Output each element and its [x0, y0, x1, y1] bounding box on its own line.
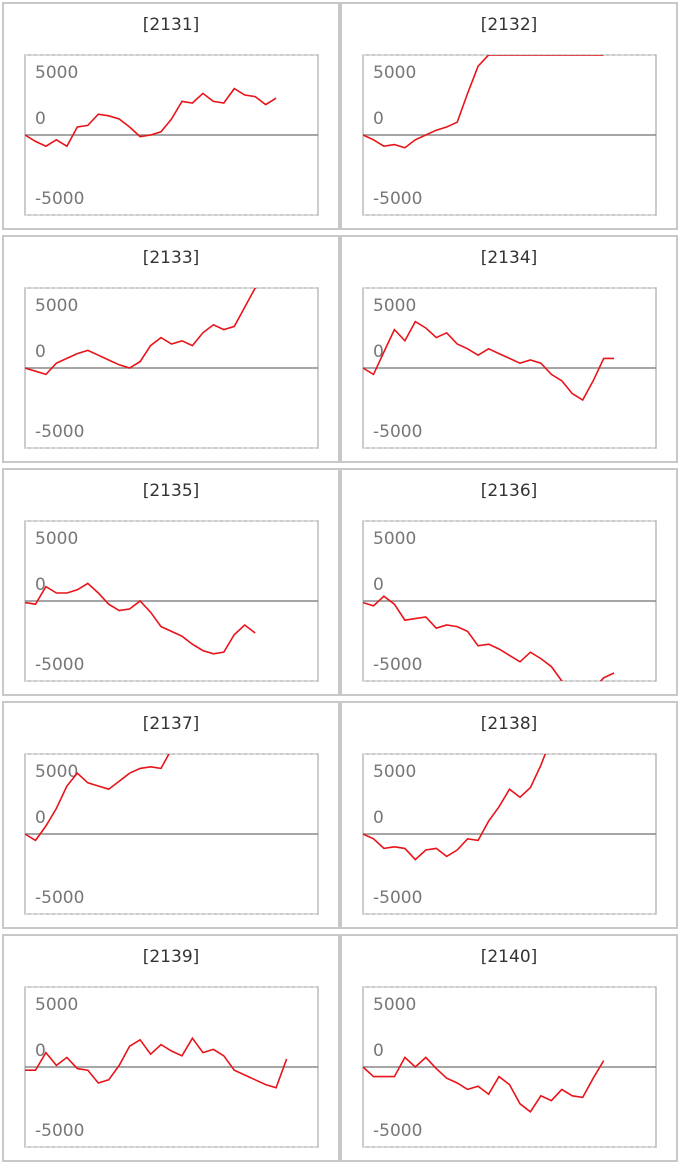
line-clip [25, 582, 256, 655]
chart-panel: [2140] -5000 0 5000 [340, 934, 678, 1162]
data-line [25, 582, 256, 655]
y-tick-label: 0 [35, 109, 46, 129]
line-clip [363, 1056, 605, 1113]
chart-title: [2133] [143, 248, 200, 268]
chart-panel: [2137] -5000 0 5000 [2, 701, 340, 929]
y-tick-label: 5000 [35, 762, 78, 782]
chart-title: [2135] [143, 481, 200, 501]
line-clip [363, 320, 615, 402]
chart-title: [2134] [481, 248, 538, 268]
panel-border [2, 701, 340, 929]
line-clip [363, 595, 615, 681]
y-tick-label: -5000 [35, 422, 84, 442]
y-tick-label: 0 [373, 109, 384, 129]
chart-panel: [2139] -5000 0 5000 [2, 934, 340, 1162]
panel-border [2, 2, 340, 230]
chart-title: [2140] [481, 947, 538, 967]
y-tick-label: -5000 [35, 655, 84, 675]
chart-panel: [2135] -5000 0 5000 [2, 468, 340, 696]
y-tick-label: 5000 [35, 529, 78, 549]
chart-panel: [2133] -5000 0 5000 [2, 235, 340, 463]
line-clip [25, 754, 170, 842]
chart-panel: [2136] -5000 0 5000 [340, 468, 678, 696]
y-tick-label: 5000 [373, 529, 416, 549]
panel-border [2, 235, 340, 463]
chart-panel: [2131] -5000 0 5000 [2, 2, 340, 230]
y-tick-label: 0 [35, 1041, 46, 1061]
y-tick-label: -5000 [373, 422, 422, 442]
panel-border [2, 468, 340, 696]
y-tick-label: 5000 [35, 63, 78, 83]
line-clip [25, 87, 277, 148]
y-tick-label: -5000 [373, 1121, 422, 1141]
data-line [25, 288, 257, 376]
y-tick-label: 0 [373, 808, 384, 828]
y-tick-label: 0 [35, 808, 46, 828]
data-line [25, 754, 170, 842]
chart-panel: [2134] -5000 0 5000 [340, 235, 678, 463]
y-tick-label: -5000 [373, 888, 422, 908]
y-tick-label: 5000 [373, 762, 416, 782]
data-line [363, 1056, 605, 1113]
y-tick-label: 5000 [35, 296, 78, 316]
line-clip [25, 288, 257, 376]
y-tick-label: 0 [373, 1041, 384, 1061]
chart-title: [2138] [481, 714, 538, 734]
line-clip [363, 55, 604, 149]
chart-title: [2136] [481, 481, 538, 501]
y-tick-label: 0 [373, 342, 384, 362]
data-line [25, 87, 277, 148]
panel-border [340, 2, 678, 230]
y-tick-label: 0 [35, 342, 46, 362]
panel-border [340, 468, 678, 696]
data-line [363, 595, 615, 681]
panel-border [340, 934, 678, 1162]
y-tick-label: 5000 [373, 995, 416, 1015]
y-tick-label: 0 [35, 575, 46, 595]
chart-title: [2139] [143, 947, 200, 967]
chart-panel: [2132] -5000 0 5000 [340, 2, 678, 230]
chart-title: [2137] [143, 714, 200, 734]
y-tick-label: 5000 [373, 296, 416, 316]
y-tick-label: 5000 [35, 995, 78, 1015]
panel-border [2, 934, 340, 1162]
y-tick-label: -5000 [373, 189, 422, 209]
y-tick-label: -5000 [35, 1121, 84, 1141]
data-line [25, 1036, 288, 1089]
data-line [363, 55, 604, 149]
chart-panel: [2138] -5000 0 5000 [340, 701, 678, 929]
panel-border [340, 701, 678, 929]
chart-title: [2132] [481, 15, 538, 35]
line-clip [25, 1036, 288, 1089]
panel-border [340, 235, 678, 463]
data-line [363, 754, 547, 861]
chart-title: [2131] [143, 15, 200, 35]
y-tick-label: -5000 [35, 888, 84, 908]
y-tick-label: 5000 [373, 63, 416, 83]
y-tick-label: 0 [373, 575, 384, 595]
line-clip [363, 754, 547, 861]
y-tick-label: -5000 [35, 189, 84, 209]
data-line [363, 320, 615, 402]
y-tick-label: -5000 [373, 655, 422, 675]
